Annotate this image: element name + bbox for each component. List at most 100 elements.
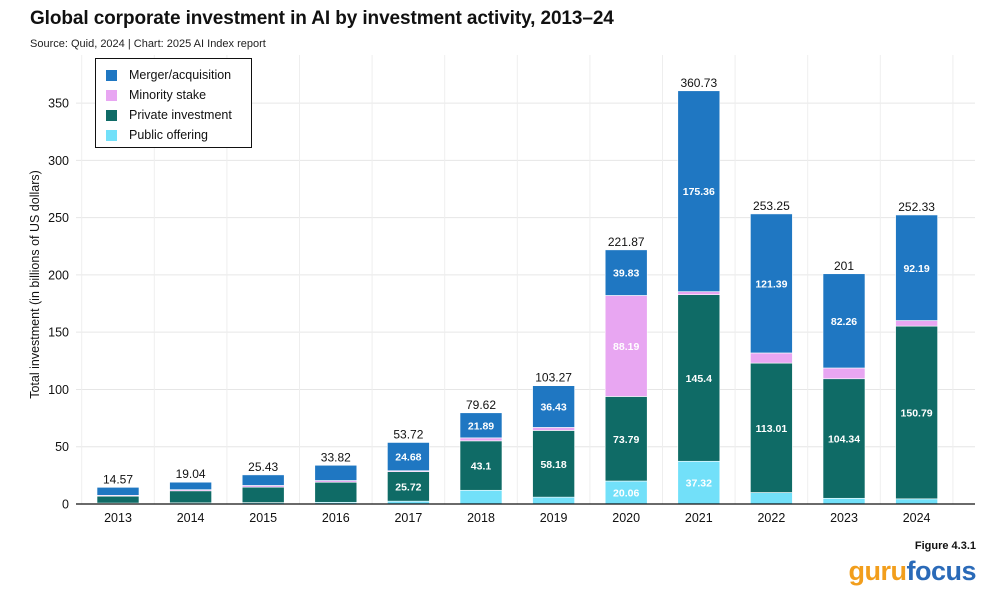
legend-swatch-minority xyxy=(106,89,117,101)
y-tick-label: 200 xyxy=(48,268,69,282)
legend-swatch-public xyxy=(106,129,117,141)
axes: 0 50 100 150 200 250 300 350 2013 2014 2015 2016 201… xyxy=(28,97,975,525)
bar-value-label: 25.72 xyxy=(395,481,421,493)
bar-series: 14.57 19.04 25.43 33.82 25.72 24.68 53.72 43.1 2… xyxy=(96,76,938,505)
bar-segment xyxy=(532,385,575,428)
x-tick-label: 2020 xyxy=(612,511,640,525)
bar-segment xyxy=(387,471,430,502)
bar-value-label: 37.32 xyxy=(686,478,712,490)
legend-item-merger: Merger/acquisition xyxy=(106,65,251,85)
bar-value-label: 58.18 xyxy=(540,459,566,471)
y-tick-label: 50 xyxy=(55,440,69,454)
legend-label-minority: Minority stake xyxy=(129,88,207,102)
bar-value-label: 88.19 xyxy=(613,341,639,353)
bar-total-label: 33.82 xyxy=(321,450,351,464)
bar-segment xyxy=(532,496,575,505)
bar-segment xyxy=(895,498,938,505)
bar-value-label: 43.1 xyxy=(471,461,492,473)
y-axis-label: Total investment (in billions of US doll… xyxy=(28,170,42,399)
bar-total-label: 79.62 xyxy=(466,398,496,412)
bar-segment xyxy=(677,291,721,295)
legend-swatch-merger xyxy=(106,69,117,81)
bar-total-label: 53.72 xyxy=(393,427,423,441)
bar-segment xyxy=(532,427,575,431)
y-tick-label: 250 xyxy=(48,211,69,225)
legend-label-private: Private investment xyxy=(129,108,232,122)
bar-segment xyxy=(604,295,648,397)
bar-segment xyxy=(169,481,212,490)
logo-guru: guru xyxy=(848,556,907,586)
bar-value-label: 24.68 xyxy=(395,452,421,464)
bar-value-label: 73.79 xyxy=(613,434,639,446)
bar-segment xyxy=(822,378,866,499)
x-tick-label: 2024 xyxy=(903,511,931,525)
bar-value-label: 92.19 xyxy=(903,263,929,275)
x-tick-label: 2017 xyxy=(394,511,422,525)
bar-total-label: 19.04 xyxy=(176,467,206,481)
x-tick-label: 2013 xyxy=(104,511,132,525)
x-tick-label: 2019 xyxy=(540,511,568,525)
y-tick-label: 300 xyxy=(48,154,69,168)
bar-segment xyxy=(750,362,793,493)
bar-segment xyxy=(822,367,866,380)
bar-value-label: 36.43 xyxy=(540,402,566,414)
bar-total-label: 25.43 xyxy=(248,460,278,474)
bar-total-label: 201 xyxy=(834,259,854,273)
y-tick-label: 100 xyxy=(48,383,69,397)
bar-segment xyxy=(750,492,793,505)
legend-item-minority: Minority stake xyxy=(106,85,251,105)
y-tick-label: 150 xyxy=(48,326,69,340)
bar-segment xyxy=(314,481,358,503)
bar-segment xyxy=(96,495,140,504)
legend-swatch-private xyxy=(106,109,117,121)
bar-value-label: 145.4 xyxy=(686,373,712,385)
bar-segment xyxy=(459,412,503,439)
bar-value-label: 113.01 xyxy=(756,423,788,435)
y-tick-label: 0 xyxy=(62,498,69,512)
bar-value-label: 39.83 xyxy=(613,268,639,280)
bar-segment xyxy=(677,90,721,292)
bar-total-label: 253.25 xyxy=(753,199,790,213)
bar-segment xyxy=(822,497,866,505)
chart-source: Source: Quid, 2024 | Chart: 2025 AI Inde… xyxy=(30,38,266,50)
bar-total-label: 103.27 xyxy=(535,371,572,385)
legend-item-public: Public offering xyxy=(106,125,251,145)
bar-segment xyxy=(314,464,358,481)
bar-total-label: 221.87 xyxy=(608,235,645,249)
bar-value-label: 150.79 xyxy=(901,407,933,419)
bar-segment xyxy=(895,214,938,321)
bar-segment xyxy=(241,474,285,486)
bar-value-label: 104.34 xyxy=(828,434,860,446)
bar-segment xyxy=(459,440,503,491)
x-tick-label: 2021 xyxy=(685,511,713,525)
chart-legend: Merger/acquisition Minority stake Privat… xyxy=(95,58,252,148)
bar-total-label: 360.73 xyxy=(680,76,717,90)
legend-item-private: Private investment xyxy=(106,105,251,125)
bar-segment xyxy=(604,396,648,482)
bar-value-label: 21.89 xyxy=(468,420,494,432)
x-tick-label: 2022 xyxy=(757,511,785,525)
bar-segment xyxy=(459,437,503,442)
bar-segment xyxy=(169,490,212,504)
bar-value-label: 82.26 xyxy=(831,316,857,328)
gurufocus-logo: gurufocus xyxy=(848,556,976,587)
bar-segment xyxy=(895,320,938,327)
bar-total-label: 252.33 xyxy=(898,200,935,214)
x-tick-label: 2015 xyxy=(249,511,277,525)
bar-segment xyxy=(750,352,793,364)
x-tick-label: 2023 xyxy=(830,511,858,525)
bar-segment xyxy=(96,487,140,496)
y-tick-label: 350 xyxy=(48,97,69,111)
logo-focus: focus xyxy=(906,556,976,586)
bar-segment xyxy=(532,430,575,498)
bar-total-label: 14.57 xyxy=(103,472,133,486)
bar-value-label: 20.06 xyxy=(613,488,639,500)
x-tick-label: 2016 xyxy=(322,511,350,525)
bar-value-label: 175.36 xyxy=(683,186,715,198)
legend-label-public: Public offering xyxy=(129,128,208,142)
x-tick-label: 2018 xyxy=(467,511,495,525)
bar-segment xyxy=(822,273,866,369)
chart-title: Global corporate investment in AI by inv… xyxy=(30,8,614,29)
bar-segment xyxy=(459,489,503,505)
figure-label: Figure 4.3.1 xyxy=(914,540,976,552)
